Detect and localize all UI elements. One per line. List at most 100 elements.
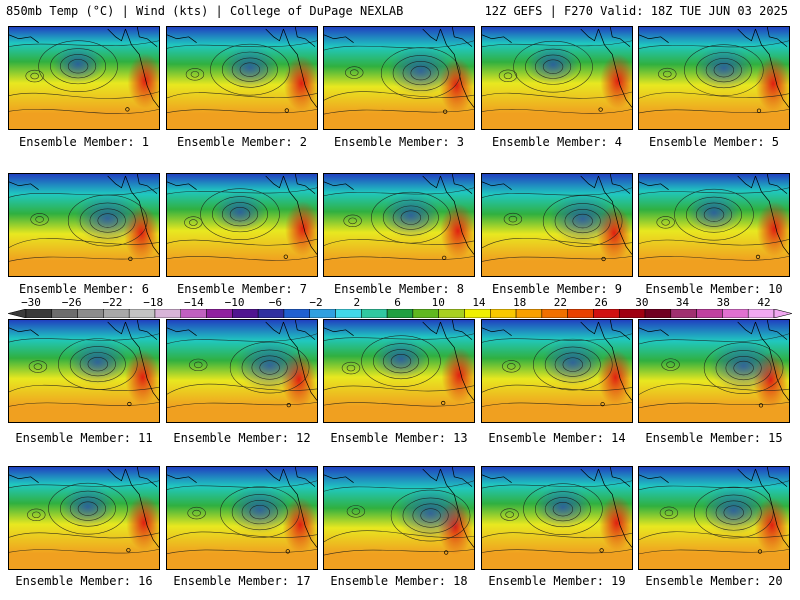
height-contours: [167, 187, 317, 261]
height-contours: [639, 187, 789, 261]
coastlines: [167, 467, 317, 554]
colorbar-segment: [490, 309, 517, 318]
height-contours: [482, 480, 632, 554]
member-label-7: Ensemble Member: 7: [176, 282, 308, 296]
cold-core: [549, 194, 617, 244]
member-label-13: Ensemble Member: 13: [330, 431, 468, 445]
height-contours: [639, 333, 789, 409]
colorbar-tick-labels: −30 −26 −22 −18 −14 −10 −6 −2 2 6 10 14 18 22 26 30 34 38…: [18, 297, 782, 309]
colorbar-segment: [77, 309, 104, 318]
height-contours: [324, 187, 474, 261]
member-map-15: [638, 319, 790, 423]
colorbar-tick: −14: [183, 296, 204, 309]
colorbar-segment: [412, 309, 439, 318]
cold-core: [74, 194, 141, 244]
member-map-13: [323, 319, 475, 423]
member-map-19: [481, 466, 633, 570]
member-label-14: Ensemble Member: 14: [488, 431, 626, 445]
cold-core: [534, 485, 592, 529]
colorbar-segment: [644, 309, 672, 318]
member-label-1: Ensemble Member: 1: [18, 135, 150, 149]
member-map-16: [8, 466, 160, 570]
cold-core: [388, 46, 454, 96]
height-contours: [9, 187, 159, 262]
height-contours: [482, 187, 632, 262]
height-contours: [9, 480, 159, 554]
coastlines: [639, 467, 789, 554]
member-map-2: [166, 26, 318, 130]
colorbar-arrow-left: [8, 309, 27, 318]
colorbar-segment: [180, 309, 207, 318]
height-contours: [167, 333, 317, 408]
colorbar-tick: −18: [143, 296, 164, 309]
colorbar-segment: [670, 309, 697, 318]
cold-core: [395, 487, 466, 540]
coastlines: [482, 467, 632, 553]
colorbar-segment: [541, 309, 568, 318]
colorbar-segment: [309, 309, 336, 318]
colorbar-tick: 38: [716, 296, 730, 309]
warm-anomaly: [598, 495, 632, 551]
colorbar-segment: [335, 309, 362, 318]
member-map-18: [323, 466, 475, 570]
coastlines: [324, 467, 474, 555]
member-label-2: Ensemble Member: 2: [176, 135, 308, 149]
cold-core: [235, 340, 304, 391]
coastlines: [324, 27, 474, 114]
coastlines: [324, 174, 474, 260]
coastlines: [324, 320, 474, 406]
member-label-10: Ensemble Member: 10: [645, 282, 783, 296]
member-map-4: [481, 26, 633, 130]
member-label-18: Ensemble Member: 18: [330, 574, 468, 588]
coastlines: [167, 174, 317, 259]
colorbar-segment: [51, 309, 78, 318]
warm-anomaly: [440, 203, 474, 259]
coastlines: [482, 174, 632, 262]
height-contours: [482, 333, 632, 407]
coastlines: [9, 174, 159, 261]
temperature-colorbar: [8, 309, 792, 318]
colorbar-segment: [361, 309, 388, 318]
colorbar-segment: [722, 309, 749, 318]
warm-anomaly: [124, 349, 159, 405]
colorbar-segment: [696, 309, 723, 318]
member-label-9: Ensemble Member: 9: [491, 282, 623, 296]
colorbar-tick: −22: [102, 296, 123, 309]
member-map-9: [481, 173, 633, 277]
member-label-19: Ensemble Member: 19: [488, 574, 626, 588]
colorbar-segment: [128, 309, 156, 318]
height-contours: [324, 333, 474, 407]
colorbar-segment: [464, 309, 491, 318]
colorbar-tick: −6: [268, 296, 282, 309]
member-map-1: [8, 26, 160, 130]
member-label-16: Ensemble Member: 16: [15, 574, 153, 588]
member-label-6: Ensemble Member: 6: [18, 282, 150, 296]
cold-core: [694, 45, 754, 91]
warm-anomaly: [597, 350, 632, 405]
coastlines: [482, 27, 632, 112]
member-label-15: Ensemble Member: 15: [645, 431, 783, 445]
member-map-8: [323, 173, 475, 277]
member-map-7: [166, 173, 318, 277]
colorbar-tick: 14: [472, 296, 486, 309]
warm-anomaly: [756, 201, 789, 257]
cold-core: [220, 45, 280, 90]
coastlines: [9, 27, 159, 112]
colorbar-segment: [438, 309, 465, 318]
member-map-11: [8, 319, 160, 423]
warm-anomaly: [441, 347, 474, 403]
member-label-17: Ensemble Member: 17: [173, 574, 311, 588]
colorbar-segment: [747, 309, 775, 318]
member-label-8: Ensemble Member: 8: [333, 282, 465, 296]
cold-core: [380, 193, 441, 239]
colorbar-segment: [103, 309, 130, 318]
height-contours: [167, 480, 317, 554]
member-label-11: Ensemble Member: 11: [15, 431, 153, 445]
colorbar-arrow-right: [773, 309, 792, 318]
member-label-5: Ensemble Member: 5: [648, 135, 780, 149]
colorbar-tick: 30: [635, 296, 649, 309]
header: 850mb Temp (°C) | Wind (kts) | College o…: [0, 0, 800, 22]
colorbar-tick: −10: [224, 296, 245, 309]
cold-core: [59, 485, 117, 528]
member-map-17: [166, 466, 318, 570]
